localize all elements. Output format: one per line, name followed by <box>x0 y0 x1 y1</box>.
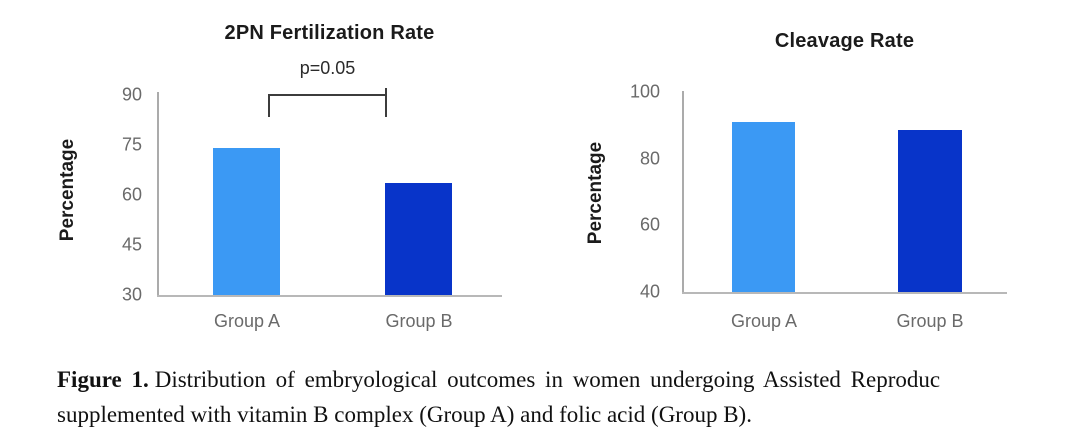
x-axis-line <box>157 295 502 297</box>
y-axis-label: Percentage <box>585 141 606 245</box>
bar-group-b <box>898 130 962 292</box>
significance-bracket-tick <box>385 88 387 96</box>
chart-title: Cleavage Rate <box>774 30 915 52</box>
y-axis-line <box>682 91 684 293</box>
x-tick-label-group-b: Group B <box>385 311 453 331</box>
y-tick-label: 45 <box>121 234 142 255</box>
figure-caption-line1: Figure 1. Distribution of embryological o… <box>57 362 1080 397</box>
y-tick-label: 30 <box>121 284 142 305</box>
y-tick-label: 100 <box>629 81 660 102</box>
figure-caption-label: Figure 1. <box>57 367 149 392</box>
y-axis-line <box>157 92 159 296</box>
x-tick-label-group-a: Group A <box>213 311 281 331</box>
y-tick-label: 80 <box>639 148 660 169</box>
x-axis-line <box>682 292 1007 294</box>
x-tick-label-group-a: Group A <box>730 311 798 331</box>
y-tick-label: 75 <box>121 134 142 155</box>
figure-caption: Figure 1. Distribution of embryological o… <box>57 362 1080 432</box>
chart-2pn-fertilization-rate: 2PN Fertilization Rate p=0.05 Percentage… <box>0 0 540 350</box>
p-value-annotation: p=0.05 <box>299 58 356 78</box>
y-tick-label: 60 <box>639 214 660 235</box>
chart-title: 2PN Fertilization Rate <box>224 22 435 44</box>
bar-group-a <box>213 148 280 295</box>
y-tick-label: 60 <box>121 184 142 205</box>
y-axis-label: Percentage <box>57 138 78 242</box>
bar-group-b <box>385 183 452 295</box>
figure-caption-line2: supplemented with vitamin B complex (Gro… <box>57 402 752 427</box>
figure-caption-text1: Distribution of embryological outcomes i… <box>154 367 941 392</box>
bar-group-a <box>732 122 795 292</box>
chart-cleavage-rate: Cleavage Rate Percentage 100 80 60 40 Group… <box>540 0 1080 350</box>
y-tick-label: 40 <box>639 281 660 302</box>
significance-bracket <box>268 94 387 117</box>
y-tick-label: 90 <box>121 84 142 105</box>
x-tick-label-group-b: Group B <box>896 311 964 331</box>
